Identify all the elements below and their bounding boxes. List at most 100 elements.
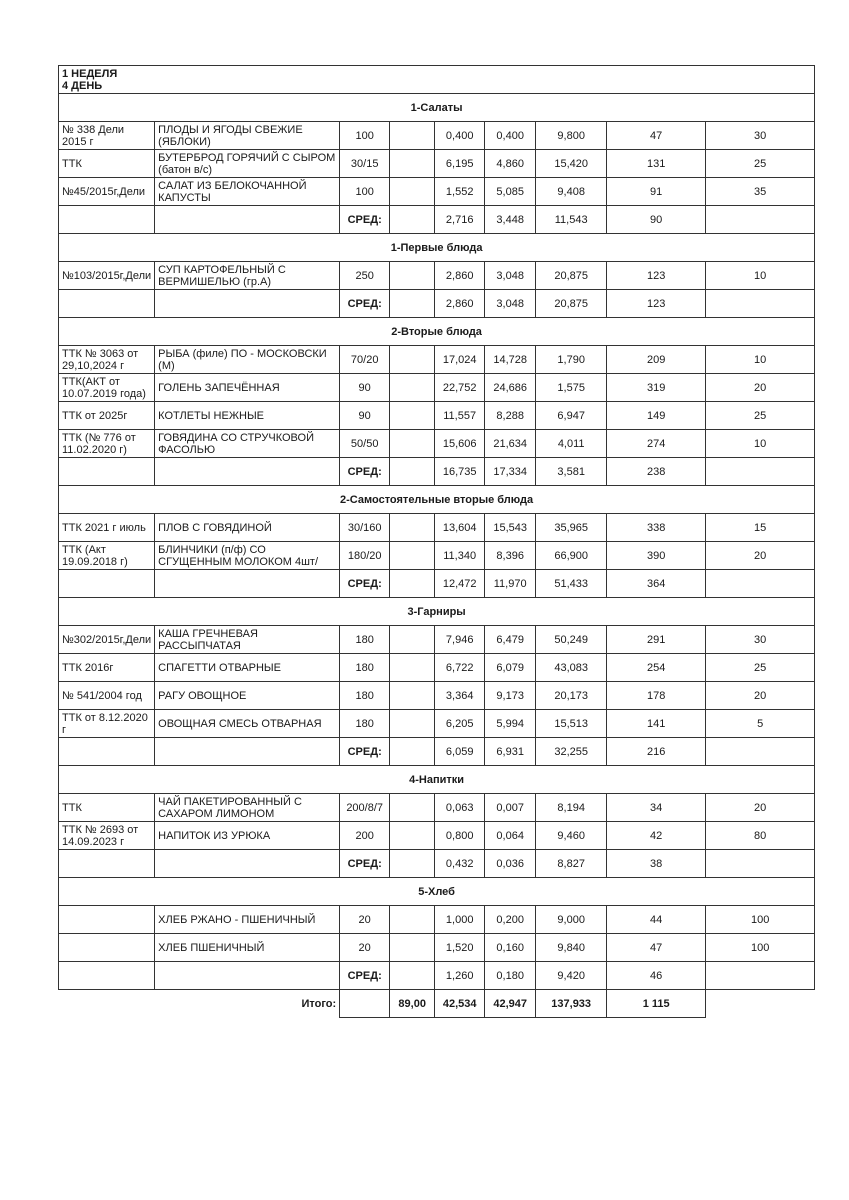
carbs: 8,194 <box>535 793 608 822</box>
dish-name: ГОВЯДИНА СО СТРУЧКОВОЙ ФАСОЛЬЮ <box>154 429 341 458</box>
portion: 180 <box>339 653 391 682</box>
price <box>389 709 436 738</box>
fat: 3,048 <box>484 261 537 290</box>
price <box>389 345 436 374</box>
portion: 20 <box>339 933 391 962</box>
price <box>389 905 436 934</box>
section-title: 5-Хлеб <box>57 877 816 906</box>
table-row: ТТК (№ 776 от 11.02.2020 г) ГОВЯДИНА СО С… <box>57 429 816 458</box>
table-row: №103/2015г,Дели СУП КАРТОФЕЛЬНЫЙ С ВЕРМИШ… <box>57 261 816 290</box>
price <box>389 261 436 290</box>
fat: 24,686 <box>484 373 537 402</box>
carbs: 9,800 <box>535 121 608 150</box>
fat: 8,288 <box>484 401 537 430</box>
protein: 2,716 <box>434 205 486 234</box>
carbs: 1,790 <box>535 345 608 374</box>
price <box>389 513 436 542</box>
recipe-code: ТТК <box>57 793 156 822</box>
portion: 180/20 <box>339 541 391 570</box>
fat: 0,064 <box>484 821 537 850</box>
carbs: 9,420 <box>535 961 608 990</box>
calories: 254 <box>606 653 707 682</box>
calories: 149 <box>606 401 707 430</box>
table-row: ТТК (Акт 19.09.2018 г) БЛИНЧИКИ (п/ф) СО … <box>57 541 816 570</box>
carbs: 9,460 <box>535 821 608 850</box>
empty-cell <box>389 289 436 318</box>
average-label: СРЕД: <box>339 737 391 766</box>
total-price: 89,00 <box>389 989 436 1018</box>
calories: 364 <box>606 569 707 598</box>
dish-name: РЫБА (филе) ПО - МОСКОВСКИ (М) <box>154 345 341 374</box>
price <box>389 401 436 430</box>
carbs: 3,581 <box>535 457 608 486</box>
dish-name: ПЛОВ С ГОВЯДИНОЙ <box>154 513 341 542</box>
average-label: СРЕД: <box>339 205 391 234</box>
protein: 0,400 <box>434 121 486 150</box>
empty-cell <box>57 737 156 766</box>
dish-name: БЛИНЧИКИ (п/ф) СО СГУЩЕННЫМ МОЛОКОМ 4шт/ <box>154 541 341 570</box>
portion: 30/15 <box>339 149 391 178</box>
recipe-code: №103/2015г,Дели <box>57 261 156 290</box>
fat: 15,543 <box>484 513 537 542</box>
protein: 16,735 <box>434 457 486 486</box>
section-title: 4-Напитки <box>57 765 816 794</box>
percent: 20 <box>705 681 816 710</box>
calories: 47 <box>606 121 707 150</box>
table-row: ТТК от 2025г КОТЛЕТЫ НЕЖНЫЕ 90 11,557 8,288 6… <box>57 401 816 430</box>
protein: 2,860 <box>434 261 486 290</box>
empty-cell <box>57 961 156 990</box>
table-row: ТТК № 2693 от 14.09.2023 г НАПИТОК ИЗ УРЮ… <box>57 821 816 850</box>
calories: 216 <box>606 737 707 766</box>
recipe-code: ТТК(АКТ от 10.07.2019 года) <box>57 373 156 402</box>
carbs: 15,420 <box>535 149 608 178</box>
protein: 3,364 <box>434 681 486 710</box>
protein: 15,606 <box>434 429 486 458</box>
portion: 180 <box>339 625 391 654</box>
calories: 209 <box>606 345 707 374</box>
percent: 100 <box>705 933 816 962</box>
fat: 0,007 <box>484 793 537 822</box>
empty-cell <box>154 849 341 878</box>
empty-cell <box>154 205 341 234</box>
empty-cell <box>57 289 156 318</box>
recipe-code: ТТК (Акт 19.09.2018 г) <box>57 541 156 570</box>
table-row: ТТК ЧАЙ ПАКЕТИРОВАННЫЙ С САХАРОМ ЛИМОНОМ 2… <box>57 793 816 822</box>
average-label: СРЕД: <box>339 961 391 990</box>
section-header: 1-Первые блюда <box>57 233 816 262</box>
fat: 11,970 <box>484 569 537 598</box>
protein: 1,520 <box>434 933 486 962</box>
fat: 3,448 <box>484 205 537 234</box>
empty-cell <box>154 737 341 766</box>
protein: 0,800 <box>434 821 486 850</box>
title-row: 1 НЕДЕЛЯ 4 ДЕНЬ <box>57 65 816 94</box>
calories: 291 <box>606 625 707 654</box>
calories: 91 <box>606 177 707 206</box>
fat: 5,994 <box>484 709 537 738</box>
carbs: 4,011 <box>535 429 608 458</box>
percent: 30 <box>705 625 816 654</box>
table-row: №302/2015г,Дели КАША ГРЕЧНЕВАЯ РАССЫПЧАТА… <box>57 625 816 654</box>
average-row: СРЕД: 0,432 0,036 8,827 38 <box>57 849 816 878</box>
carbs: 9,408 <box>535 177 608 206</box>
dish-name: КАША ГРЕЧНЕВАЯ РАССЫПЧАТАЯ <box>154 625 341 654</box>
average-row: СРЕД: 1,260 0,180 9,420 46 <box>57 961 816 990</box>
calories: 42 <box>606 821 707 850</box>
average-row: СРЕД: 12,472 11,970 51,433 364 <box>57 569 816 598</box>
empty-cell <box>705 849 816 878</box>
calories: 38 <box>606 849 707 878</box>
price <box>389 625 436 654</box>
fat: 5,085 <box>484 177 537 206</box>
carbs: 35,965 <box>535 513 608 542</box>
price <box>389 177 436 206</box>
average-row: СРЕД: 16,735 17,334 3,581 238 <box>57 457 816 486</box>
recipe-code: ТТК № 2693 от 14.09.2023 г <box>57 821 156 850</box>
percent: 10 <box>705 345 816 374</box>
table-row: ХЛЕБ ПШЕНИЧНЫЙ 20 1,520 0,160 9,840 47 100 <box>57 933 816 962</box>
calories: 141 <box>606 709 707 738</box>
empty-cell <box>57 849 156 878</box>
price <box>389 653 436 682</box>
price <box>389 821 436 850</box>
total-label: Итого: <box>301 997 337 1010</box>
empty-cell <box>154 961 341 990</box>
calories: 47 <box>606 933 707 962</box>
